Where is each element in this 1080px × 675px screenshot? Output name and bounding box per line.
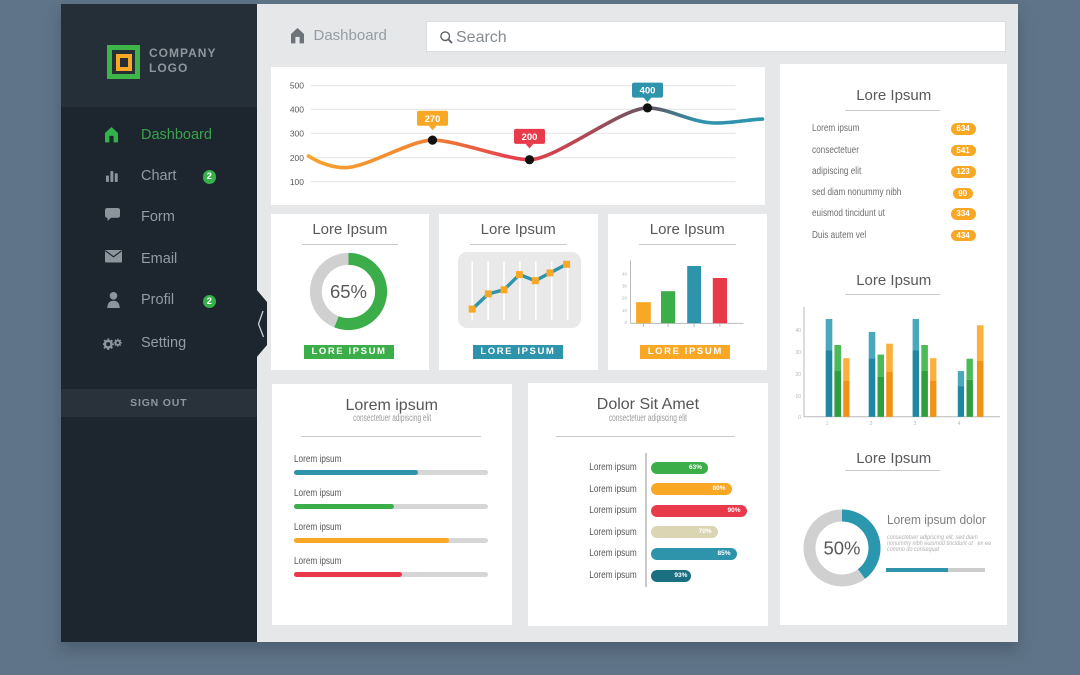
svg-text:20: 20 (796, 372, 802, 378)
svg-text:10: 10 (796, 394, 802, 400)
svg-text:50%: 50% (823, 537, 860, 558)
svg-text:4: 4 (958, 421, 961, 427)
svg-text:400: 400 (639, 85, 655, 96)
svg-text:0: 0 (799, 415, 802, 421)
svg-text:400: 400 (289, 104, 303, 114)
svg-text:30: 30 (622, 283, 628, 288)
svg-text:200: 200 (289, 152, 303, 162)
svg-text:30: 30 (796, 350, 802, 356)
svg-text:100: 100 (289, 176, 303, 186)
svg-text:200: 200 (521, 132, 537, 143)
svg-text:2: 2 (870, 421, 873, 427)
svg-text:40: 40 (622, 271, 628, 276)
svg-text:40: 40 (796, 328, 802, 334)
svg-text:0: 0 (624, 320, 627, 325)
svg-text:300: 300 (289, 128, 303, 138)
svg-text:1: 1 (826, 421, 829, 427)
svg-text:3: 3 (914, 421, 917, 427)
svg-text:65%: 65% (330, 282, 367, 303)
svg-text:500: 500 (289, 80, 303, 90)
svg-text:20: 20 (622, 295, 628, 300)
svg-text:270: 270 (424, 113, 440, 124)
svg-text:10: 10 (622, 307, 628, 312)
